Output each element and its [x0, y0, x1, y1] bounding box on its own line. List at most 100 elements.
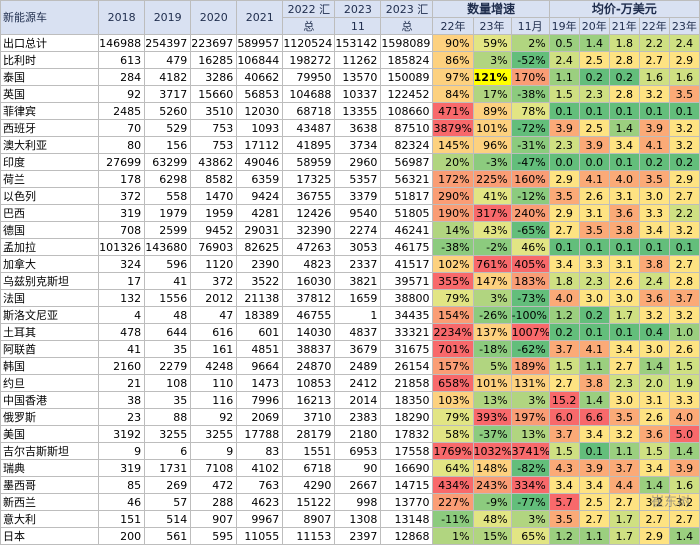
cell-2020: 616 [190, 323, 238, 341]
cell-2020: 595 [190, 527, 238, 545]
cell-growth-11: -52% [510, 51, 550, 69]
row-name: 泰国 [0, 68, 100, 86]
cell-2023-11: 5357 [334, 170, 382, 188]
cell-2020: 288 [190, 493, 238, 511]
cell-2023-11: 3638 [334, 119, 382, 137]
cell-growth-22: 79% [432, 289, 474, 307]
cell-growth-22: 20% [432, 153, 474, 171]
cell-price-19: 1.1 [548, 68, 580, 86]
cell-2018: 372 [98, 187, 146, 205]
cell-growth-23: 148% [472, 459, 512, 477]
cell-price-21: 0.1 [608, 238, 640, 256]
cell-2018: 146988 [98, 34, 146, 52]
header-year-2022-total: 2022 汇 [282, 0, 336, 18]
cell-2021: 49046 [236, 153, 284, 171]
cell-2020: 9 [190, 442, 238, 460]
cell-2023-total: 185824 [380, 51, 434, 69]
cell-2019: 5260 [144, 102, 192, 120]
cell-price-19: 0.0 [548, 153, 580, 171]
cell-2018: 38 [98, 391, 146, 409]
cell-growth-22: 701% [432, 340, 474, 358]
cell-price-23: 3.5 [668, 85, 700, 103]
cell-price-23: 3.2 [668, 119, 700, 137]
cell-2023-11: 90 [334, 459, 382, 477]
cell-price-22: 3.5 [638, 170, 670, 188]
cell-2023-11: 998 [334, 493, 382, 511]
cell-2022-total: 17325 [282, 170, 336, 188]
cell-2021: 1093 [236, 119, 284, 137]
cell-2018: 23 [98, 408, 146, 426]
cell-2021: 40662 [236, 68, 284, 86]
cell-price-23: 1.5 [668, 357, 700, 375]
cell-price-20: 4.1 [578, 340, 610, 358]
row-name: 法国 [0, 289, 100, 307]
cell-2021: 1473 [236, 374, 284, 392]
cell-price-21: 2.7 [608, 493, 640, 511]
table-row: 菲律宾 2485 5260 3510 12030 68718 13355 108660 471%… [0, 102, 700, 120]
row-name: 美国 [0, 425, 100, 443]
table-row: 阿联酋 41 35 161 4851 38837 3679 31675 701% -18% -62%… [0, 340, 700, 358]
cell-2018: 27699 [98, 153, 146, 171]
cell-2020: 8582 [190, 170, 238, 188]
cell-price-19: 1.5 [548, 357, 580, 375]
table-row: 中国香港 38 35 116 7996 16213 2014 18350 103% 13% 3% 15… [0, 391, 700, 409]
cell-2023-total: 1598089 [380, 34, 434, 52]
cell-2023-total: 13770 [380, 493, 434, 511]
cell-2022-total: 36755 [282, 187, 336, 205]
cell-price-21: 1.7 [608, 527, 640, 545]
cell-2022-total: 47263 [282, 238, 336, 256]
cell-2023-11: 2397 [334, 527, 382, 545]
cell-price-20: 0.1 [578, 442, 610, 460]
cell-price-22: 2.9 [638, 527, 670, 545]
cell-price-20: 0.2 [578, 68, 610, 86]
table-row: 墨西哥 85 269 472 763 4290 2667 14715 434% 243% 334% 3… [0, 476, 700, 494]
header-growth-22: 22年 [432, 17, 474, 35]
cell-2022-total: 6718 [282, 459, 336, 477]
cell-growth-22: 154% [432, 306, 474, 324]
cell-2020: 223697 [190, 34, 238, 52]
cell-2019: 41 [144, 272, 192, 290]
cell-price-22: 1.4 [638, 476, 670, 494]
cell-2023-11: 2383 [334, 408, 382, 426]
cell-growth-11: -65% [510, 221, 550, 239]
cell-price-22: 3.6 [638, 425, 670, 443]
cell-2022-total: 16213 [282, 391, 336, 409]
cell-2022-total: 38837 [282, 340, 336, 358]
cell-price-22: 0.4 [638, 323, 670, 341]
cell-growth-11: -100% [510, 306, 550, 324]
cell-price-22: 2.0 [638, 374, 670, 392]
cell-price-20: 3.4 [578, 425, 610, 443]
cell-growth-11: 65% [510, 527, 550, 545]
cell-2023-total: 38800 [380, 289, 434, 307]
cell-price-23: 0.1 [668, 102, 700, 120]
cell-2023-total: 12868 [380, 527, 434, 545]
table-row: 瑞典 319 1731 7108 4102 6718 90 16690 64% 148% -82% 4… [0, 459, 700, 477]
cell-price-19: 3.4 [548, 255, 580, 273]
cell-2023-total: 46175 [380, 238, 434, 256]
row-name: 乌兹别克斯坦 [0, 272, 100, 290]
cell-2022-total: 79950 [282, 68, 336, 86]
cell-2023-11: 1308 [334, 510, 382, 528]
cell-2022-total: 1551 [282, 442, 336, 460]
header-year-2023-line2: 11 [334, 17, 382, 35]
cell-2023-11: 3821 [334, 272, 382, 290]
cell-2019: 108 [144, 374, 192, 392]
cell-2018: 324 [98, 255, 146, 273]
row-name: 意大利 [0, 510, 100, 528]
cell-growth-23: 17% [472, 85, 512, 103]
cell-2022-total: 104688 [282, 85, 336, 103]
cell-2022-total: 68718 [282, 102, 336, 120]
cell-growth-23: 89% [472, 102, 512, 120]
cell-2018: 708 [98, 221, 146, 239]
cell-price-22: 1.4 [638, 357, 670, 375]
cell-price-22: 3.1 [638, 391, 670, 409]
cell-price-21: 1.7 [608, 510, 640, 528]
cell-price-22: 3.4 [638, 221, 670, 239]
cell-2020: 472 [190, 476, 238, 494]
cell-2023-11: 2337 [334, 255, 382, 273]
cell-2019: 3255 [144, 425, 192, 443]
cell-2022-total: 43487 [282, 119, 336, 137]
cell-2023-total: 21858 [380, 374, 434, 392]
cell-2018: 2160 [98, 357, 146, 375]
row-name: 新西兰 [0, 493, 100, 511]
